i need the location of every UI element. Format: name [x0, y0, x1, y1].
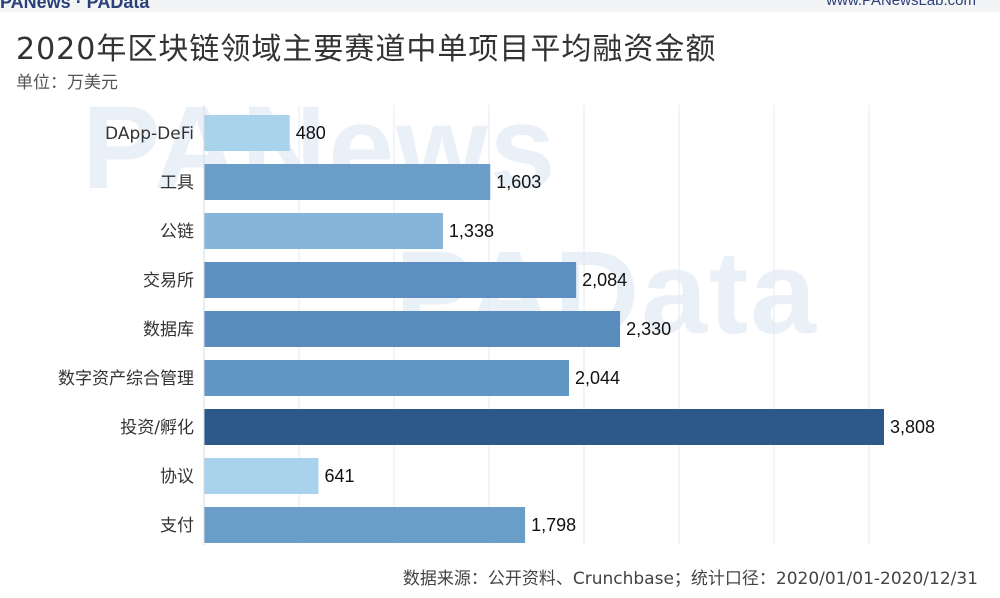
category-label: 交易所: [143, 271, 194, 291]
category-label: 协议: [160, 467, 194, 487]
value-label: 1,603: [496, 172, 541, 192]
bar: [204, 262, 577, 298]
category-label: 数据库: [143, 320, 194, 340]
brand-logo-text: PANews · PAData: [0, 0, 150, 12]
category-label: 工具: [160, 173, 194, 193]
category-label: 数字资产综合管理: [58, 369, 194, 389]
value-label: 2,084: [582, 270, 627, 290]
value-label: 480: [296, 123, 326, 143]
category-label: 公链: [160, 222, 194, 242]
top-strip: PANews · PAData www.PANewsLab.com: [0, 0, 1000, 12]
bar: [204, 311, 621, 347]
category-label: DApp-DeFi: [105, 124, 194, 144]
bar: [204, 458, 319, 494]
bar: [204, 115, 290, 151]
bar: [204, 360, 569, 396]
bar: [204, 507, 526, 543]
category-label: 投资/孵化: [120, 418, 194, 438]
value-label: 1,798: [531, 515, 576, 535]
value-label: 1,338: [449, 221, 494, 241]
value-label: 641: [324, 466, 354, 486]
bar: [204, 213, 443, 249]
bar: [204, 409, 884, 445]
value-label: 2,330: [626, 319, 671, 339]
value-label: 3,808: [890, 417, 935, 437]
chart-title: 2020年区块链领域主要赛道中单项目平均融资金额: [16, 32, 717, 67]
data-source-note: 数据来源：公开资料、Crunchbase；统计口径：2020/01/01-202…: [402, 569, 978, 589]
bar: [204, 164, 491, 200]
category-label: 支付: [160, 516, 194, 536]
value-label: 2,044: [575, 368, 620, 388]
site-url: www.PANewsLab.com: [826, 0, 976, 9]
chart-unit: 单位：万美元: [16, 73, 118, 93]
